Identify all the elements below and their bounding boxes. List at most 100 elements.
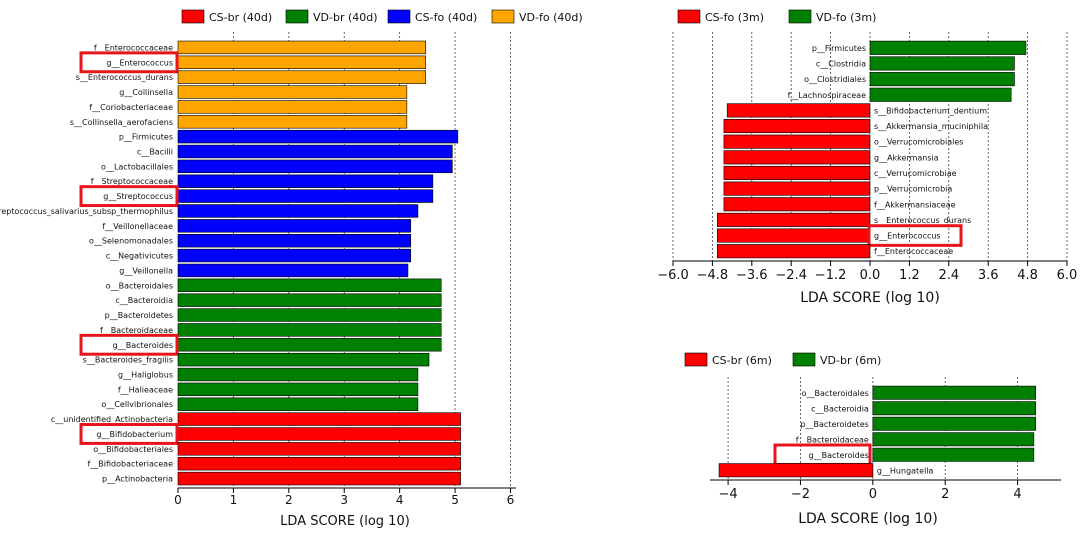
bar-label: s__Streptococcus_salivarius_subsp_thermo… bbox=[0, 207, 173, 216]
bar-label: g__Bacteroides bbox=[113, 341, 173, 350]
x-axis-title: LDA SCORE (log 10) bbox=[798, 511, 938, 527]
tick-label: 4.8 bbox=[1017, 268, 1038, 283]
tick-label: 4 bbox=[396, 493, 404, 507]
bar bbox=[177, 308, 442, 322]
tick-label: 0.0 bbox=[860, 268, 881, 283]
bar bbox=[717, 212, 871, 227]
bar bbox=[177, 471, 461, 486]
bar bbox=[723, 119, 871, 134]
legend-label: CS-fo (40d) bbox=[415, 11, 477, 24]
bar bbox=[177, 55, 426, 69]
bar-label: f__Bacteroidaceae bbox=[796, 435, 869, 444]
bar bbox=[869, 72, 1015, 87]
bar bbox=[869, 40, 1027, 55]
bar-label: c__unidentified_Actinobacteria bbox=[51, 415, 173, 424]
bar-label: f__Lachnospiraceae bbox=[788, 91, 866, 100]
bar-label: s__Akkermansia_muciniphila bbox=[874, 122, 988, 131]
bar bbox=[717, 228, 871, 243]
bar-label: f__Bacteroidaceae bbox=[100, 326, 173, 335]
bar bbox=[723, 197, 871, 212]
bar bbox=[177, 293, 442, 307]
bar-label: g__Bifidobacterium bbox=[96, 430, 173, 439]
bar-label: g__Enterococcus bbox=[106, 58, 173, 67]
tick-label: 0 bbox=[174, 493, 182, 507]
bar bbox=[177, 412, 461, 426]
tick-label: −2 bbox=[791, 487, 810, 502]
tick-label: 0 bbox=[869, 487, 877, 502]
legend-swatch bbox=[677, 9, 701, 24]
tick-label: −3.6 bbox=[736, 268, 768, 283]
bar-label: o__Selenomonadales bbox=[89, 237, 173, 246]
legend-swatch bbox=[792, 352, 816, 367]
bar-label: f__Halieaceae bbox=[118, 385, 173, 394]
tick-label: 2 bbox=[941, 487, 949, 502]
tick-label: −2.4 bbox=[775, 268, 807, 283]
bar bbox=[177, 278, 442, 292]
bar bbox=[177, 174, 434, 188]
bar-label: f__Enterococcaceae bbox=[874, 247, 953, 256]
bar-label: s__Bacteroides_fragilis bbox=[83, 356, 173, 365]
bar-label: f__Streptococcaceae bbox=[91, 177, 173, 186]
bar-label: f__Coriobacteriaceae bbox=[89, 103, 173, 112]
tick-label: 6 bbox=[507, 493, 515, 507]
tick-label: −4.8 bbox=[697, 268, 729, 283]
bar bbox=[872, 401, 1036, 416]
legend-swatch bbox=[491, 9, 515, 24]
highlight-box bbox=[79, 185, 179, 208]
highlight-box bbox=[79, 333, 179, 356]
bar bbox=[177, 40, 426, 55]
bar bbox=[869, 56, 1015, 71]
legend-swatch bbox=[684, 352, 708, 367]
bar-label: p__Actinobacteria bbox=[102, 475, 173, 484]
bar bbox=[177, 159, 453, 174]
bar bbox=[177, 70, 426, 84]
bar bbox=[872, 416, 1036, 431]
bar-label: o__Bifidobacteriales bbox=[93, 445, 173, 454]
bar bbox=[177, 338, 442, 352]
bar-label: s__Enterococcus_durans bbox=[874, 216, 971, 225]
highlight-box bbox=[867, 224, 963, 247]
bar-label: f__Bifidobacteriaceae bbox=[87, 460, 173, 469]
bar-label: g__Bacteroides bbox=[809, 451, 869, 460]
bar bbox=[177, 323, 442, 337]
bar bbox=[177, 100, 408, 114]
bar-label: f__Enterococcaceae bbox=[94, 43, 173, 52]
bar bbox=[177, 129, 459, 144]
bar bbox=[718, 463, 874, 478]
bar bbox=[177, 219, 412, 233]
bar bbox=[177, 367, 419, 382]
bar-label: c__Bacilli bbox=[137, 148, 173, 157]
legend-swatch bbox=[788, 9, 812, 24]
legend-swatch bbox=[285, 9, 309, 24]
bar bbox=[726, 103, 871, 118]
tick-label: 4 bbox=[1013, 487, 1021, 502]
bar bbox=[717, 244, 871, 259]
legend-swatch bbox=[387, 9, 411, 24]
bar-label: c__Bacteroidia bbox=[811, 404, 869, 413]
tick-label: 2 bbox=[285, 493, 293, 507]
highlight-box bbox=[79, 51, 179, 74]
bar-label: o__Clostridiales bbox=[804, 75, 866, 84]
bar-label: s__Bifidobacterium_dentium bbox=[874, 106, 987, 115]
bar bbox=[872, 432, 1035, 447]
bar bbox=[177, 204, 419, 218]
bar bbox=[723, 165, 871, 180]
bar-label: o__Verrucomicrobiales bbox=[874, 138, 963, 147]
bar-label: p__Bacteroidetes bbox=[105, 311, 173, 320]
tick-label: 1.2 bbox=[899, 268, 920, 283]
bar-label: g__Streptococcus bbox=[103, 192, 173, 201]
legend-label: VD-br (40d) bbox=[313, 11, 378, 24]
bar bbox=[869, 87, 1012, 102]
legend-label: VD-fo (40d) bbox=[519, 11, 583, 24]
legend-label: CS-br (40d) bbox=[209, 11, 272, 24]
bar-label: s__Collinsella_aerofaciens bbox=[70, 118, 173, 127]
bar bbox=[872, 385, 1036, 400]
bar bbox=[723, 150, 871, 165]
bar bbox=[177, 397, 419, 411]
bar bbox=[177, 263, 409, 278]
tick-label: 3 bbox=[340, 493, 348, 507]
bar-label: o__Bacteroidales bbox=[802, 389, 869, 398]
chart-panel-1: f__Enterococcaceae g__Enterococcus s__Ente… bbox=[0, 9, 583, 529]
bar bbox=[177, 352, 430, 367]
bar bbox=[177, 382, 419, 397]
